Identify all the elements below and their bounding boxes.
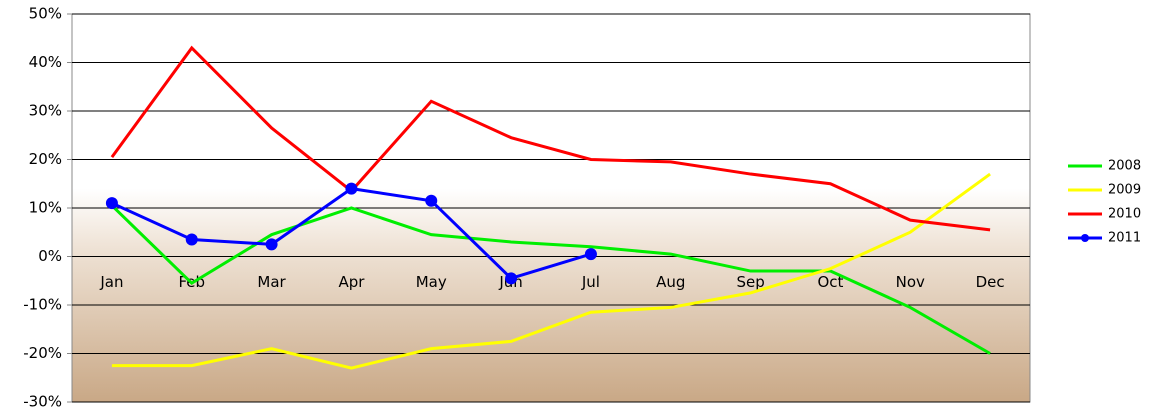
legend-label: 2010	[1108, 207, 1141, 222]
x-tick-label: Mar	[257, 273, 286, 291]
y-tick-label: -20%	[23, 344, 62, 362]
legend-label: 2009	[1108, 183, 1141, 198]
y-tick-label: 0%	[38, 247, 62, 265]
legend: 2008 2009 2010 2011	[1068, 159, 1141, 246]
point-marker	[345, 183, 357, 195]
point-marker	[106, 197, 118, 209]
point-marker	[266, 238, 278, 250]
legend-label: 2008	[1108, 159, 1141, 174]
point-marker	[505, 272, 517, 284]
x-tick-label: Jan	[99, 273, 123, 291]
x-tick-label: Dec	[976, 273, 1005, 291]
y-tick-label: -30%	[23, 393, 62, 411]
x-tick-label: May	[416, 273, 447, 291]
x-tick-label: Jul	[581, 273, 600, 291]
y-tick-label: -10%	[23, 296, 62, 314]
x-tick-label: Sep	[736, 273, 764, 291]
x-tick-label: Aug	[656, 273, 685, 291]
point-marker	[425, 195, 437, 207]
y-tick-label: 40%	[29, 53, 62, 71]
y-tick-label: 20%	[29, 150, 62, 168]
x-tick-label: Apr	[338, 273, 365, 291]
legend-marker	[1081, 234, 1089, 242]
y-tick-label: 30%	[29, 102, 62, 120]
y-tick-label: 10%	[29, 199, 62, 217]
point-marker	[186, 234, 198, 246]
x-tick-label: Nov	[896, 273, 925, 291]
chart: 2008 2009 2010 2011 -30% -20% -10% 0% 10% 20% 30%…	[0, 0, 1155, 414]
y-tick-label: 50%	[29, 5, 62, 23]
point-marker	[585, 248, 597, 260]
legend-label: 2011	[1108, 231, 1141, 246]
